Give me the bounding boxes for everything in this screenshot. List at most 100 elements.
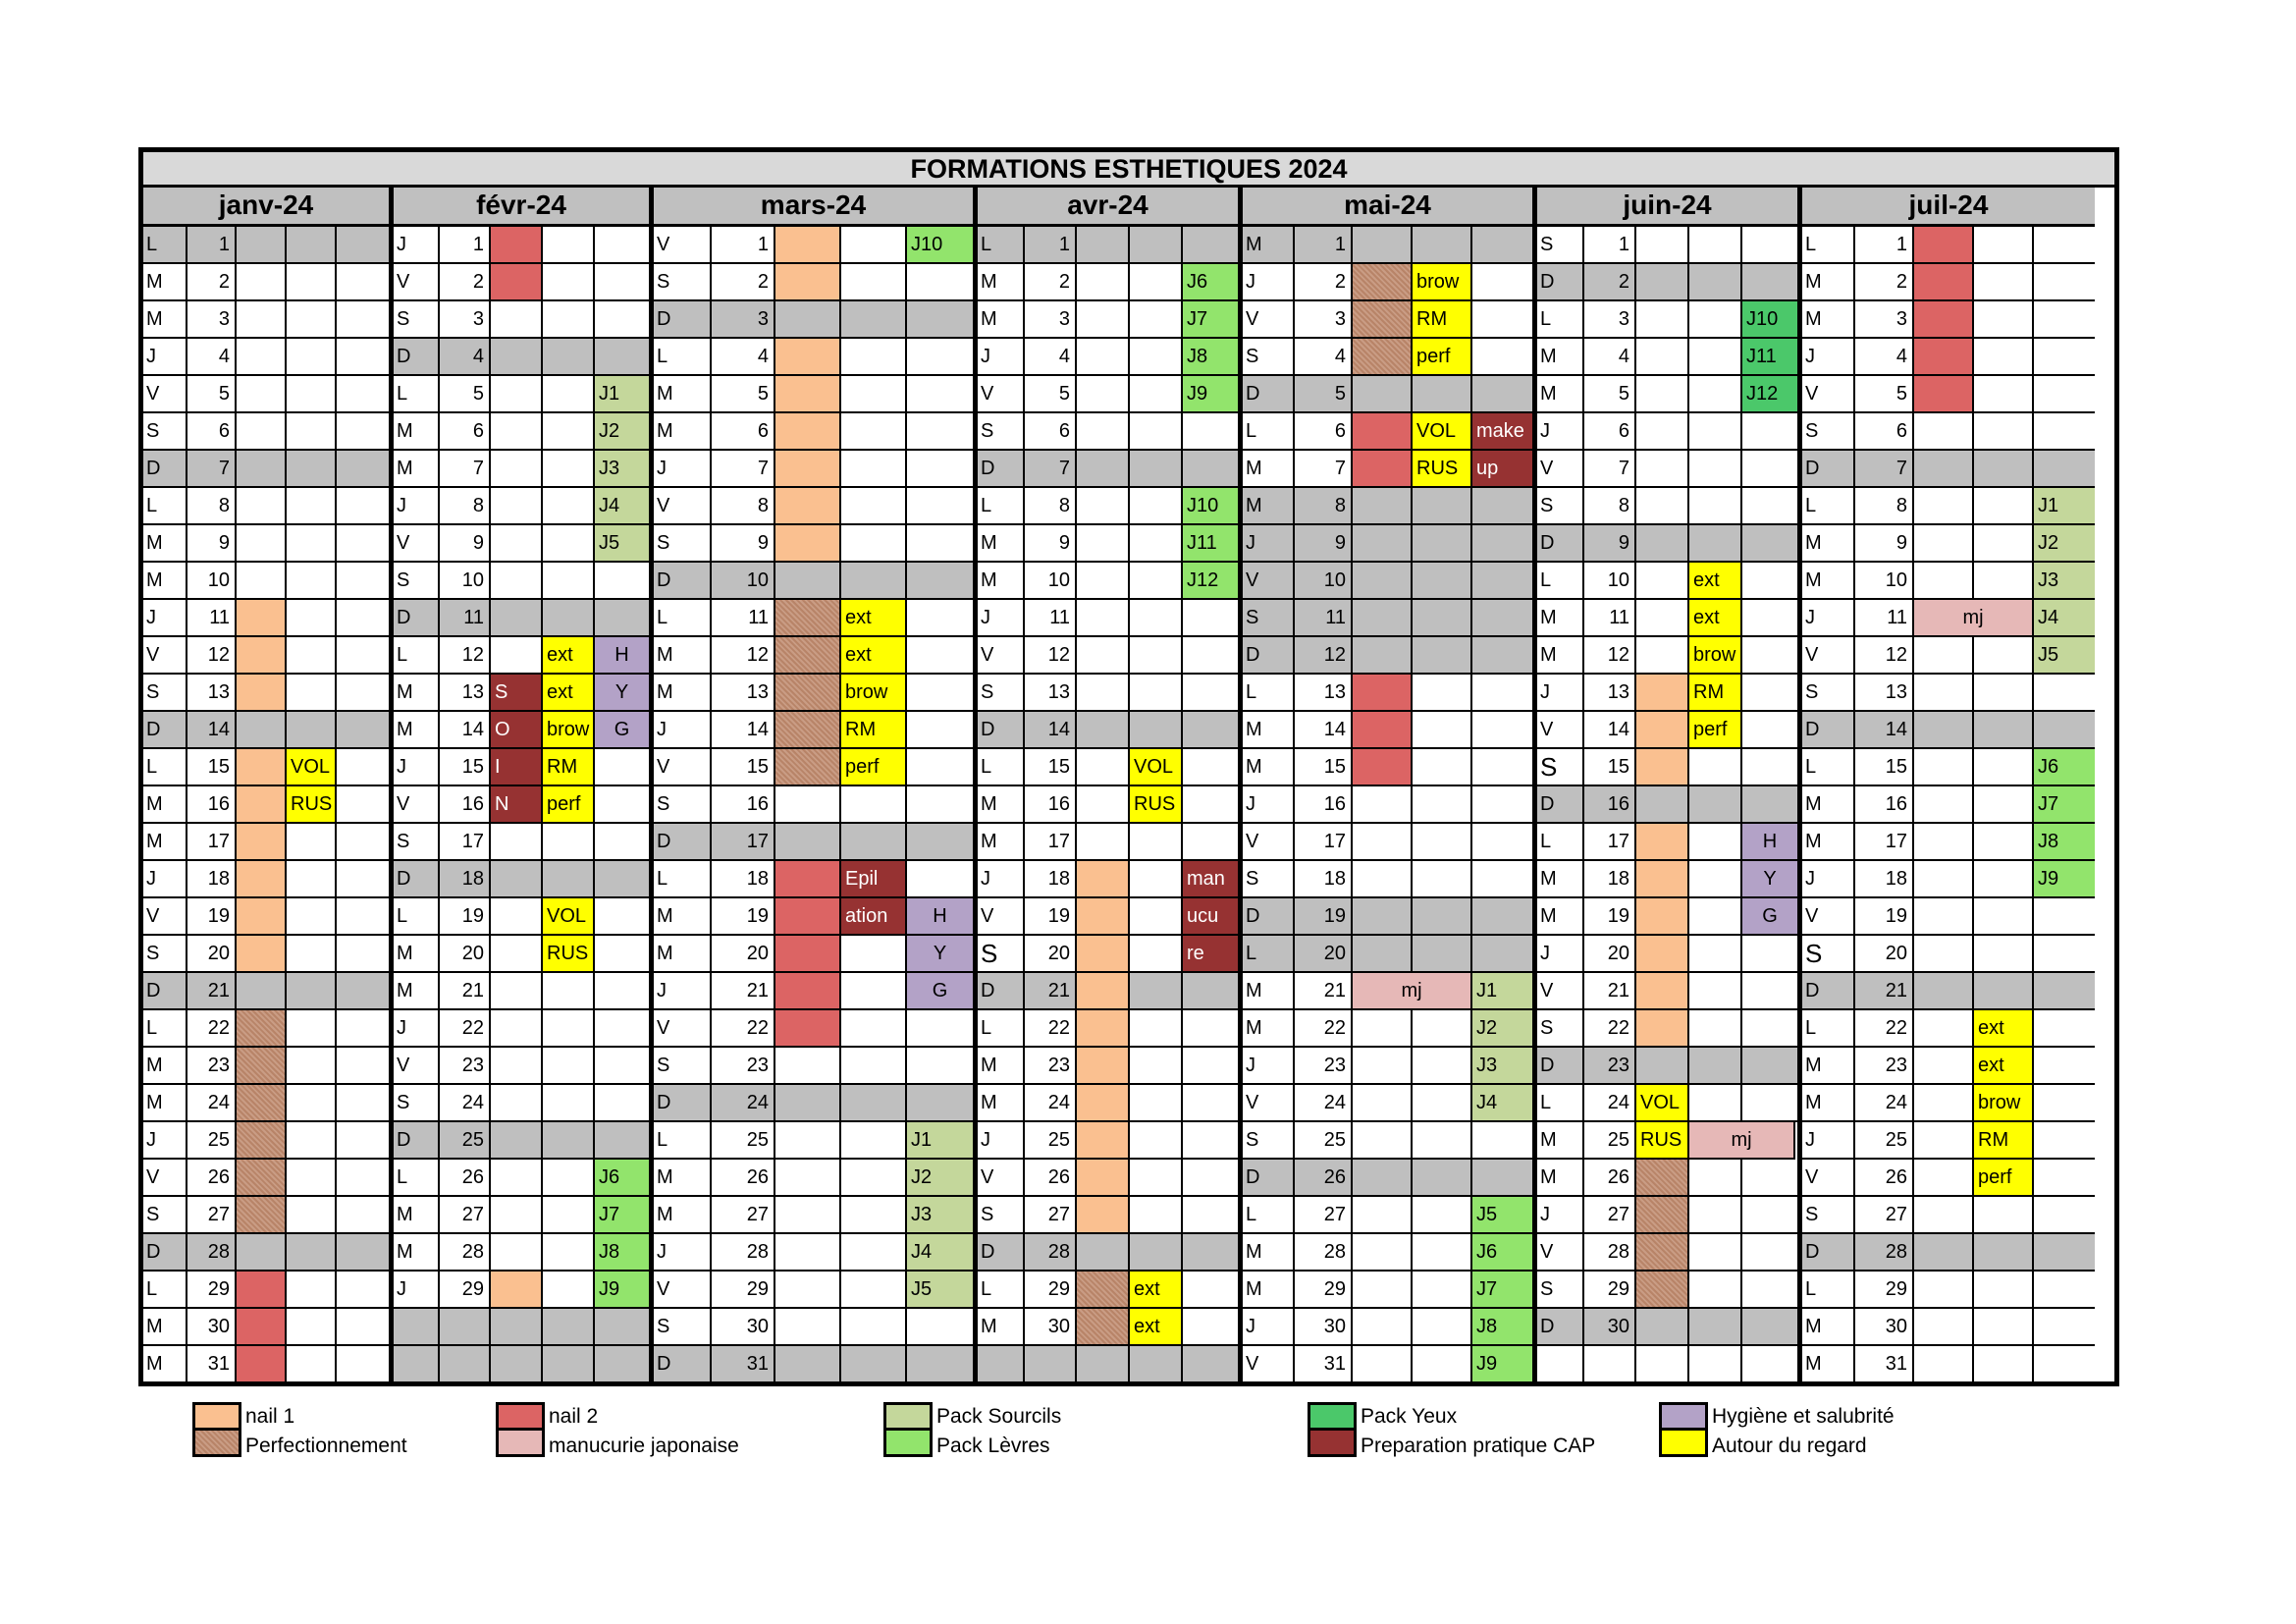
event-cell (775, 488, 841, 525)
day-row: D 23 (1537, 1048, 1797, 1085)
day-row: J 2 brow (1243, 264, 1532, 301)
event-cell (841, 1160, 907, 1197)
event-cell (237, 1048, 287, 1085)
day-number-cell: 12 (1295, 637, 1353, 675)
day-number-cell: 7 (1584, 451, 1636, 488)
event-cell (237, 488, 287, 525)
event-cell (1689, 1272, 1742, 1309)
event-cell (1974, 1272, 2034, 1309)
weekday-cell: V (978, 376, 1025, 413)
weekday-cell: D (143, 451, 187, 488)
event-cell: brow (841, 675, 907, 712)
day-row: V 12 (143, 637, 389, 675)
weekday-cell: L (394, 637, 440, 675)
event-cell (287, 1346, 337, 1383)
event-cell: perf (841, 749, 907, 786)
event-cell (595, 301, 649, 339)
legend-label: Pack Lèvres (936, 1435, 1050, 1457)
event-cell (1077, 1234, 1130, 1272)
event-cell (287, 824, 337, 861)
event-cell (1689, 749, 1742, 786)
day-row: M 25 RUS mj (1537, 1122, 1797, 1160)
day-number-cell: 18 (1855, 861, 1914, 898)
event-cell (1077, 563, 1130, 600)
day-number-cell: 14 (1584, 712, 1636, 749)
event-cell (543, 264, 595, 301)
event-cell (237, 1234, 287, 1272)
event-cell (2034, 227, 2095, 264)
day-row: J 27 (1537, 1197, 1797, 1234)
event-cell (543, 1122, 595, 1160)
event-cell (543, 563, 595, 600)
day-row: M 30 ext (978, 1309, 1238, 1346)
event-cell (491, 1272, 543, 1309)
event-cell (543, 227, 595, 264)
event-cell (491, 1010, 543, 1048)
day-number-cell: 18 (1025, 861, 1077, 898)
day-number-cell: 28 (712, 1234, 775, 1272)
day-row: V 12 J5 (1802, 637, 2095, 675)
event-cell (337, 749, 389, 786)
weekday-cell: M (143, 1309, 187, 1346)
day-row: J 11 (978, 600, 1238, 637)
day-number-cell: 25 (440, 1122, 491, 1160)
day-number-cell: 15 (1295, 749, 1353, 786)
event-cell (1742, 525, 1797, 563)
event-cell (841, 525, 907, 563)
day-row: M 18 Y (1537, 861, 1797, 898)
event-cell (1974, 1197, 2034, 1234)
event-cell (287, 973, 337, 1010)
event-cell (595, 936, 649, 973)
event-cell (337, 1160, 389, 1197)
day-number-cell: 7 (440, 451, 491, 488)
weekday-cell: J (394, 1010, 440, 1048)
day-row: M 30 (143, 1309, 389, 1346)
day-number-cell: 26 (187, 1160, 237, 1197)
day-row: M 20 RUS (394, 936, 649, 973)
event-cell (841, 1048, 907, 1085)
event-cell (1077, 1010, 1130, 1048)
weekday-cell: M (394, 451, 440, 488)
day-number-cell: 14 (1855, 712, 1914, 749)
day-row: L 19 VOL (394, 898, 649, 936)
day-number-cell: 30 (712, 1309, 775, 1346)
day-number-cell: 24 (1025, 1085, 1077, 1122)
event-cell (775, 1272, 841, 1309)
weekday-cell: V (1537, 451, 1584, 488)
event-cell (491, 563, 543, 600)
event-cell (287, 563, 337, 600)
day-number-cell: 16 (1584, 786, 1636, 824)
event-cell (337, 1234, 389, 1272)
month-header: mai-24 (1243, 188, 1537, 227)
event-cell: VOL (543, 898, 595, 936)
day-row: M 17 J8 (1802, 824, 2095, 861)
event-cell (287, 301, 337, 339)
weekday-cell: M (1802, 525, 1855, 563)
event-cell (595, 861, 649, 898)
weekday-cell (394, 1309, 440, 1346)
weekday-cell: S (978, 1197, 1025, 1234)
weekday-cell: D (394, 339, 440, 376)
event-cell: J4 (595, 488, 649, 525)
day-number-cell: 27 (187, 1197, 237, 1234)
day-row: M 17 (143, 824, 389, 861)
event-cell (1130, 1346, 1183, 1383)
weekday-cell: M (1243, 488, 1295, 525)
day-number-cell: 19 (712, 898, 775, 936)
weekday-cell: J (1537, 1197, 1584, 1234)
event-cell (1974, 451, 2034, 488)
day-number-cell: 5 (1855, 376, 1914, 413)
event-cell (2034, 898, 2095, 936)
event-cell (1689, 973, 1742, 1010)
day-number-cell: 27 (1025, 1197, 1077, 1234)
day-number-cell: 20 (1025, 936, 1077, 973)
event-cell (1914, 936, 1974, 973)
event-cell (1974, 488, 2034, 525)
event-cell (1742, 488, 1797, 525)
weekday-cell: S (1537, 1010, 1584, 1048)
event-cell (1742, 600, 1797, 637)
weekday-cell: L (394, 1160, 440, 1197)
event-cell (287, 1048, 337, 1085)
